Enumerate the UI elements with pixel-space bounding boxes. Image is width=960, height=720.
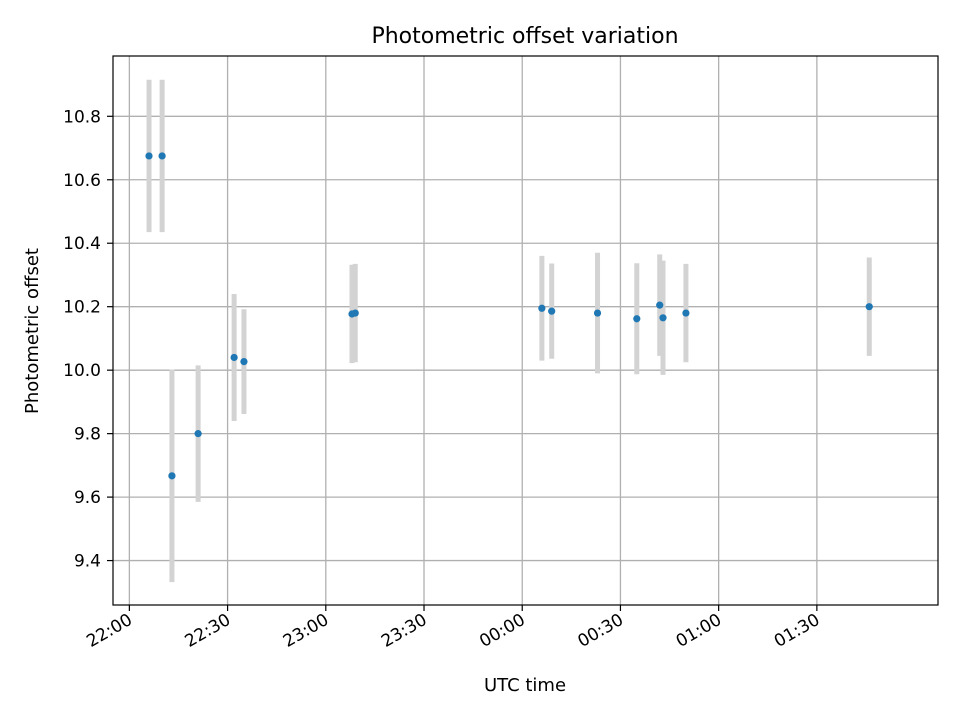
- y-axis-title: Photometric offset: [22, 248, 43, 414]
- y-tick-label: 10.2: [63, 298, 101, 318]
- data-point: [593, 309, 602, 317]
- data-point: [351, 309, 359, 317]
- y-tick-label: 10.4: [63, 234, 101, 254]
- data-point: [168, 472, 176, 480]
- y-tick-label: 9.4: [74, 552, 101, 572]
- data-point: [145, 152, 153, 160]
- data-point: [656, 301, 664, 309]
- data-point: [659, 314, 667, 322]
- y-tick-label: 10.0: [63, 361, 101, 381]
- y-axis-ticks: 9.4 9.6 9.8 10.0 10.2 10.4 10.6 10.8: [63, 107, 113, 572]
- data-points: [145, 152, 873, 480]
- data-point: [548, 307, 556, 315]
- data-point: [538, 304, 546, 312]
- data-point: [682, 309, 690, 317]
- y-tick-label: 9.8: [74, 425, 101, 445]
- data-point: [633, 315, 641, 323]
- data-point: [865, 303, 873, 311]
- grid-lines: [113, 56, 938, 605]
- data-point: [194, 430, 202, 438]
- y-tick-label: 10.8: [63, 107, 101, 127]
- data-point: [230, 353, 238, 362]
- plot-frame: [112, 55, 939, 606]
- y-tick-label: 10.6: [63, 171, 101, 191]
- data-point: [240, 357, 248, 366]
- x-axis-title: UTC time: [484, 675, 566, 696]
- data-point: [158, 152, 166, 160]
- y-tick-label: 9.6: [74, 488, 101, 508]
- chart-title: Photometric offset variation: [371, 24, 678, 49]
